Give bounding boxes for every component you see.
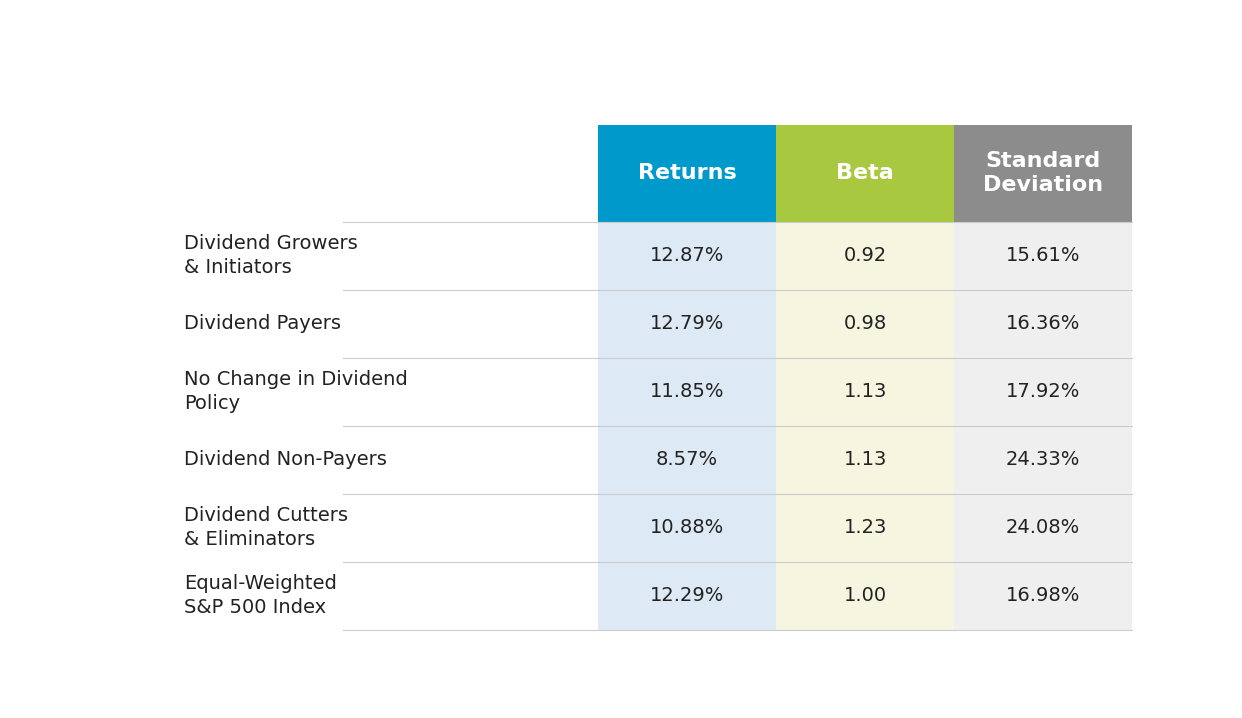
Bar (776, 561, 954, 630)
Bar (599, 358, 776, 426)
Text: 24.33%: 24.33% (1006, 450, 1081, 469)
Bar (599, 222, 776, 289)
Text: 1.23: 1.23 (843, 518, 887, 537)
Bar (776, 493, 954, 561)
Bar (599, 426, 776, 493)
Bar (954, 426, 1133, 493)
Text: 16.98%: 16.98% (1006, 586, 1081, 605)
Text: Equal-Weighted
S&P 500 Index: Equal-Weighted S&P 500 Index (184, 574, 337, 617)
Text: Dividend Non-Payers: Dividend Non-Payers (184, 450, 388, 469)
Bar (954, 125, 1133, 222)
Text: 10.88%: 10.88% (650, 518, 724, 537)
Text: No Change in Dividend
Policy: No Change in Dividend Policy (184, 370, 407, 414)
Bar (599, 125, 776, 222)
Bar (954, 222, 1133, 289)
Text: 1.13: 1.13 (843, 450, 887, 469)
Text: 12.87%: 12.87% (650, 246, 724, 265)
Bar (954, 358, 1133, 426)
Bar (776, 358, 954, 426)
Text: Returns: Returns (637, 163, 737, 183)
Bar (776, 222, 954, 289)
Text: 8.57%: 8.57% (656, 450, 718, 469)
Text: 1.13: 1.13 (843, 382, 887, 401)
Text: Dividend Growers
& Initiators: Dividend Growers & Initiators (184, 234, 358, 277)
Bar (599, 289, 776, 358)
Text: 16.36%: 16.36% (1006, 314, 1081, 333)
Bar (776, 125, 954, 222)
Text: Standard
Deviation: Standard Deviation (984, 151, 1103, 195)
Text: 12.79%: 12.79% (650, 314, 724, 333)
Text: Beta: Beta (836, 163, 894, 183)
Text: 0.92: 0.92 (843, 246, 887, 265)
Bar (954, 493, 1133, 561)
Text: 24.08%: 24.08% (1006, 518, 1081, 537)
Text: 1.00: 1.00 (843, 586, 887, 605)
Text: Dividend Payers: Dividend Payers (184, 314, 342, 333)
Text: Dividend Cutters
& Eliminators: Dividend Cutters & Eliminators (184, 506, 348, 549)
Text: 0.98: 0.98 (843, 314, 887, 333)
Text: 17.92%: 17.92% (1006, 382, 1081, 401)
Text: 12.29%: 12.29% (650, 586, 724, 605)
Bar (776, 289, 954, 358)
Bar (954, 289, 1133, 358)
Text: 11.85%: 11.85% (650, 382, 724, 401)
Text: 15.61%: 15.61% (1006, 246, 1081, 265)
Bar (599, 561, 776, 630)
Bar (599, 493, 776, 561)
Bar (954, 561, 1133, 630)
Bar (776, 426, 954, 493)
